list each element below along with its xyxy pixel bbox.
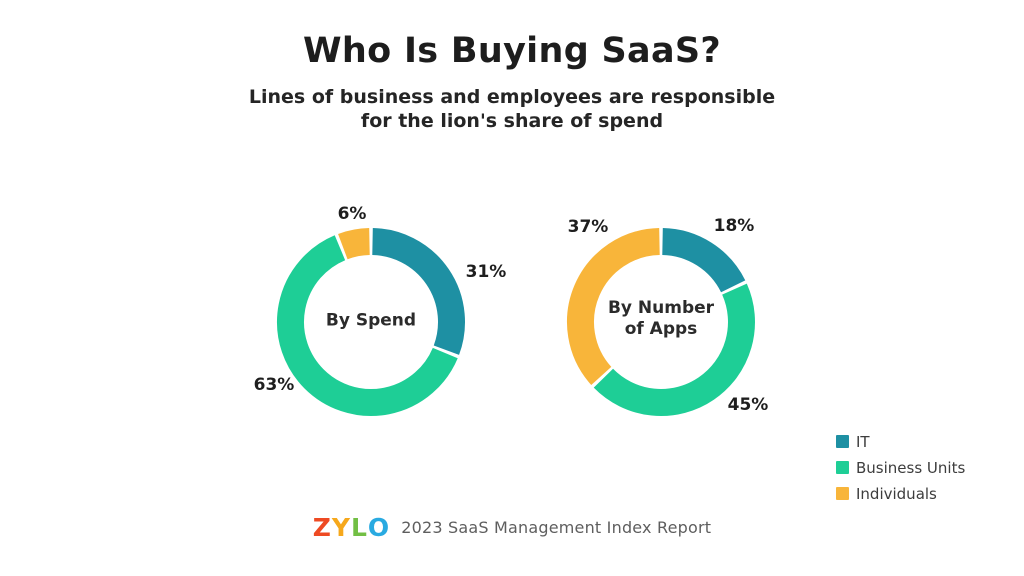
zylo-logo: Z Y L O [313,515,390,540]
legend-item-individuals: Individuals [836,484,965,503]
by-spend-individuals-percent-label: 6% [337,204,367,224]
footer: Z Y L O 2023 SaaS Management Index Repor… [0,515,1024,540]
donut-segment-individuals [338,228,371,260]
legend-label-individuals: Individuals [856,484,937,503]
donut-segment-it [371,228,465,355]
donut-segment-it [661,228,746,293]
donut-chart-by-spend: By Spend 31% 63% 6% [225,192,515,452]
by-apps-individuals-percent-label: 37% [567,217,609,237]
donut-segment-individuals [567,228,661,386]
by-apps-it-percent-label: 18% [713,216,755,236]
by-spend-it-percent-label: 31% [465,262,507,282]
donut-segment-business-units [277,235,458,416]
zylo-logo-letter-l: L [350,513,368,542]
donut-chart-by-number-of-apps: By Number of Apps 18% 45% 37% [518,192,808,452]
page-title: Who Is Buying SaaS? [302,31,721,71]
page-subtitle: Lines of business and employees are resp… [248,86,776,132]
individuals-color-swatch [836,487,849,500]
zylo-logo-letter-z: Z [312,513,332,542]
legend-item-it: IT [836,432,965,451]
by-apps-business-units-percent-label: 45% [727,395,769,415]
business-units-color-swatch [836,461,849,474]
legend-item-business-units: Business Units [836,458,966,477]
donut-by-number-of-apps-svg [567,228,755,416]
donut-segment-business-units [593,283,755,416]
donut-by-spend-center-label: By Spend [325,310,417,331]
legend-label-business-units: Business Units [856,458,966,477]
footer-text: 2023 SaaS Management Index Report [401,518,712,537]
it-color-swatch [836,435,849,448]
donut-by-spend-svg [277,228,465,416]
by-spend-business-units-percent-label: 63% [253,375,295,395]
legend: IT Business Units Individuals [836,432,966,503]
donut-by-number-of-apps-center-label: By Number of Apps [607,297,715,339]
zylo-logo-letter-y: Y [331,513,351,542]
legend-label-it: IT [856,432,870,451]
zylo-logo-letter-o: O [367,513,391,542]
